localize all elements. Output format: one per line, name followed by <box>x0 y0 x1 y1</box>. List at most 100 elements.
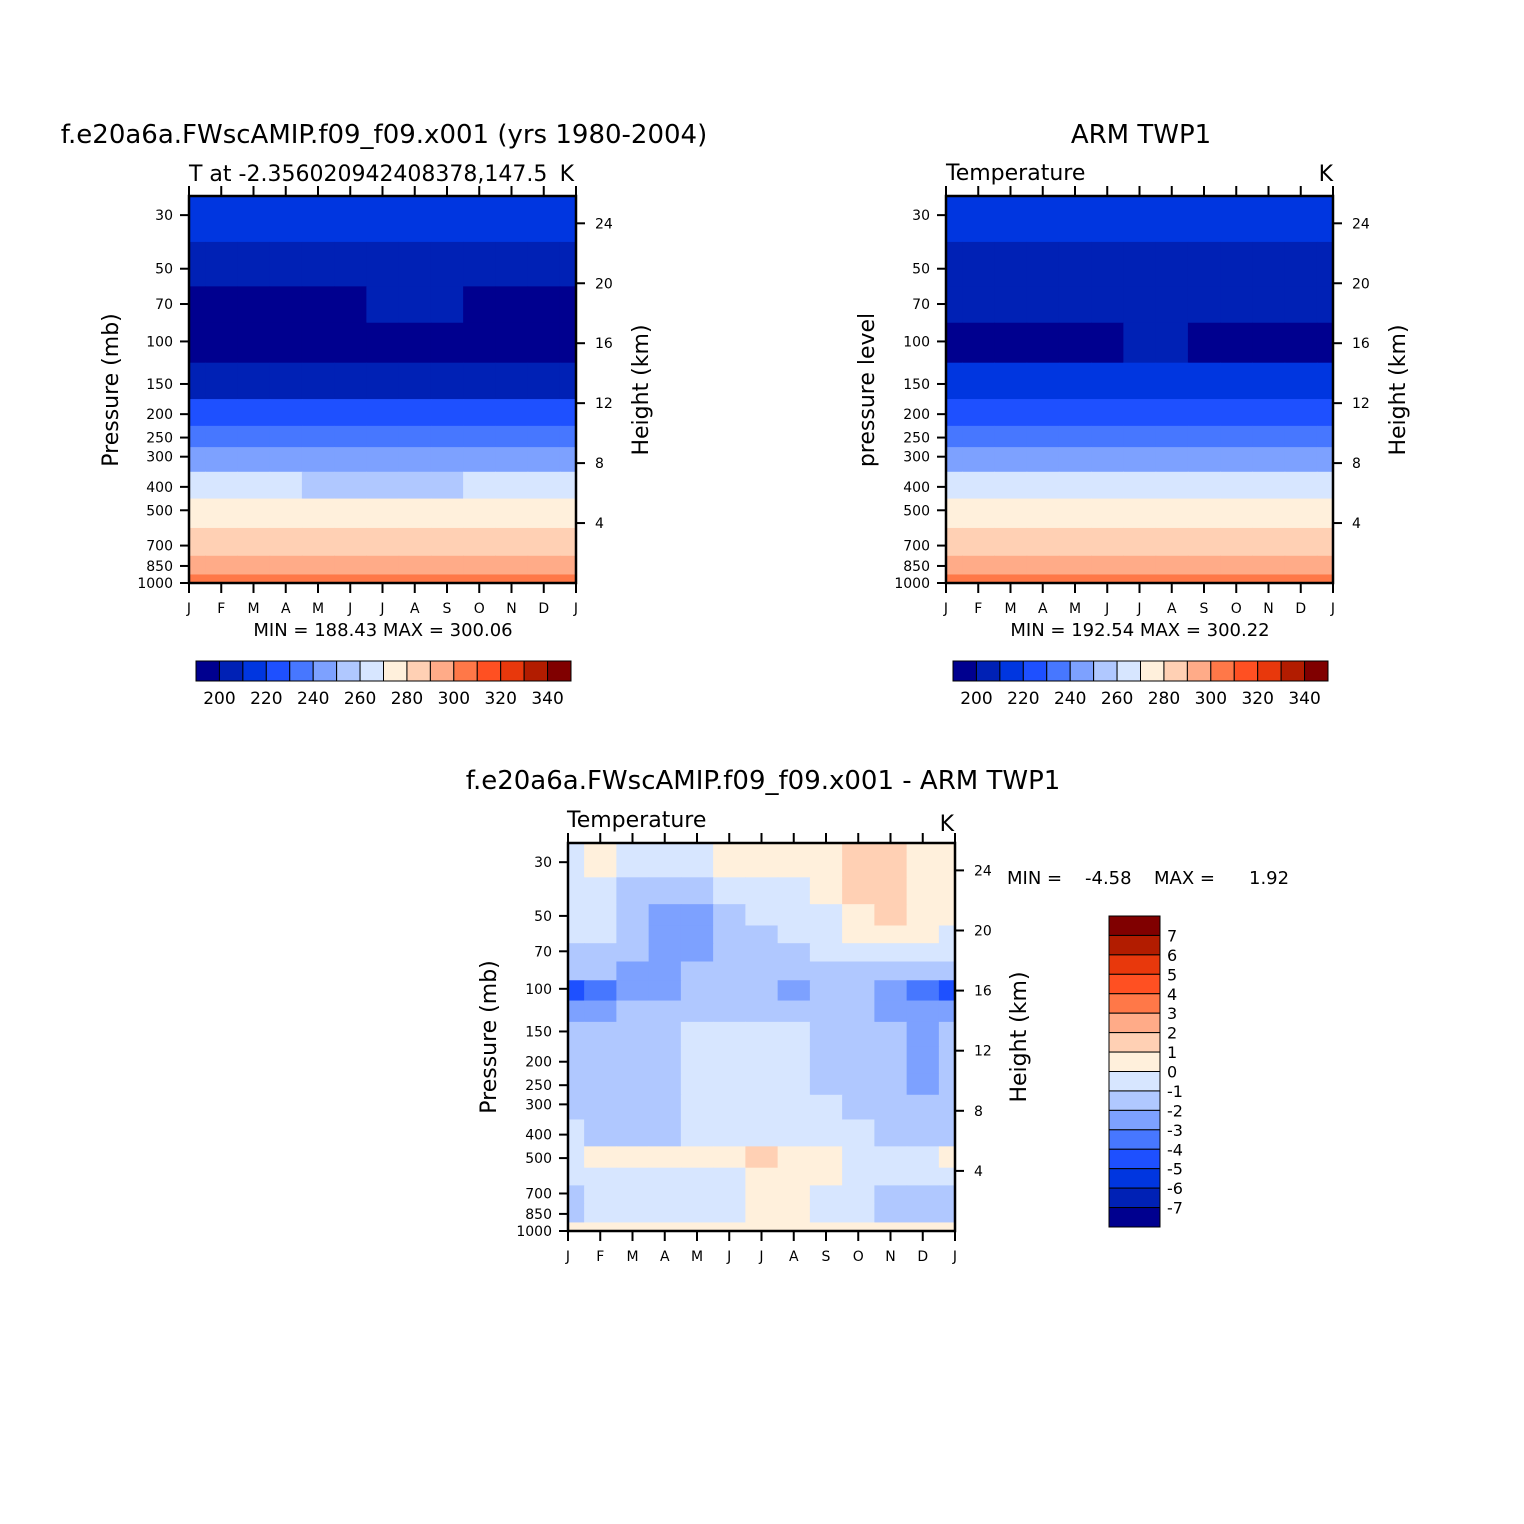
field-cell <box>713 1046 746 1075</box>
field-cell <box>1091 574 1124 584</box>
field-cell <box>568 925 585 944</box>
panel-diff-ylabel-right: Height (km) <box>1007 971 1032 1102</box>
field-cell <box>874 1203 908 1224</box>
field-cell <box>1316 447 1334 473</box>
field-cell <box>1026 322 1060 364</box>
field-cell <box>301 196 335 243</box>
field-cell <box>842 1185 875 1205</box>
field-cell <box>1187 241 1221 287</box>
field-cell <box>398 286 432 324</box>
colorbar-label: 340 <box>531 689 563 709</box>
field-cell <box>1155 322 1189 364</box>
field-cell <box>842 843 875 854</box>
field-cell <box>1316 362 1334 400</box>
field-cell <box>1026 399 1060 427</box>
colorbar-obs: 200 220 240 260 280 300 320 340 <box>952 660 1329 709</box>
field-cell <box>680 1000 714 1023</box>
field-cell <box>906 943 940 963</box>
colorbar-swatch <box>195 660 220 682</box>
field-cell <box>495 322 529 364</box>
field-cell <box>237 471 271 500</box>
field-cell <box>430 447 464 473</box>
field-cell <box>1220 322 1253 364</box>
field-cell <box>463 399 496 427</box>
field-cell <box>777 1146 811 1169</box>
x-tick-label: A <box>789 1249 799 1265</box>
colorbar-swatch <box>1257 660 1282 682</box>
field-cell <box>568 1073 585 1096</box>
colorbar-label: -1 <box>1167 1082 1183 1101</box>
field-cell <box>584 1222 617 1232</box>
colorbar-swatch <box>1069 660 1095 682</box>
y-tick-label: 850 <box>146 559 173 575</box>
field-cell <box>809 961 843 981</box>
y-tick-label: 150 <box>146 377 173 393</box>
field-cell <box>1284 574 1318 584</box>
field-cell <box>568 1119 585 1147</box>
field-cell <box>648 904 682 927</box>
field-cell <box>1187 286 1221 324</box>
field-cell <box>1058 362 1092 400</box>
field-cell <box>237 498 271 529</box>
field-cell <box>994 196 1028 243</box>
colorbar-swatch <box>1186 660 1212 682</box>
field-cell <box>1123 471 1157 500</box>
field-cell <box>874 961 908 981</box>
field-cell <box>938 843 956 854</box>
y-tick-label: 500 <box>903 503 930 519</box>
field-cell <box>1026 196 1060 243</box>
field-cell <box>680 943 714 963</box>
field-cell <box>1252 527 1286 557</box>
field-cell <box>1252 447 1286 473</box>
field-cell <box>842 961 875 981</box>
field-cell <box>648 843 682 854</box>
field-cell <box>1284 447 1318 473</box>
field-cell <box>946 527 963 557</box>
plot-area-model: J F M A M J J A S O N D J 30 50 70 100 150 200 250 300 400 500… <box>137 186 613 617</box>
field-cell <box>1026 286 1060 324</box>
field-cell <box>809 1203 843 1224</box>
field-cell <box>809 1094 843 1121</box>
panel-diff-units: K <box>940 812 955 837</box>
x-tick-label: M <box>312 601 324 617</box>
y-tick-label: 30 <box>534 855 552 871</box>
field-cell <box>938 943 956 963</box>
field-cell <box>189 322 206 364</box>
panel-model-ylabel-right: Height (km) <box>629 324 654 455</box>
field-cell <box>938 1185 956 1205</box>
colorbar-label: 5 <box>1167 965 1177 984</box>
field-cell <box>713 852 746 878</box>
field-cell <box>559 498 577 529</box>
field-cell <box>1187 555 1221 576</box>
y-right-tick-label: 4 <box>1352 516 1361 532</box>
field-cell <box>1155 527 1189 557</box>
field-cell <box>616 843 650 854</box>
field-cell <box>398 399 432 427</box>
field-cell <box>938 1094 956 1121</box>
x-tick-label: J <box>1136 601 1141 617</box>
field-cell <box>527 447 561 473</box>
panel-obs-left-label: Temperature <box>945 161 1085 186</box>
field-cell <box>205 574 238 584</box>
field-cell <box>745 1203 779 1224</box>
colorbar-swatch <box>453 660 478 682</box>
field-cell <box>495 447 529 473</box>
field-cell <box>745 961 779 981</box>
field-cell <box>205 322 238 364</box>
colorbar-swatch <box>312 660 338 682</box>
field-cell <box>777 1222 811 1232</box>
field-cell <box>237 447 271 473</box>
colorbar-label: 320 <box>484 689 516 709</box>
colorbar-swatch <box>1108 934 1161 956</box>
field-cell <box>334 574 367 584</box>
field-cell <box>527 286 561 324</box>
field-cell <box>1252 196 1286 243</box>
field-cell <box>648 1222 682 1232</box>
field-cell <box>616 943 650 963</box>
field-cell <box>745 1119 779 1147</box>
field-cell <box>1026 555 1060 576</box>
field-cell <box>842 852 875 878</box>
field-cell <box>495 498 529 529</box>
field-cell <box>1252 498 1286 529</box>
field-cell <box>1155 471 1189 500</box>
